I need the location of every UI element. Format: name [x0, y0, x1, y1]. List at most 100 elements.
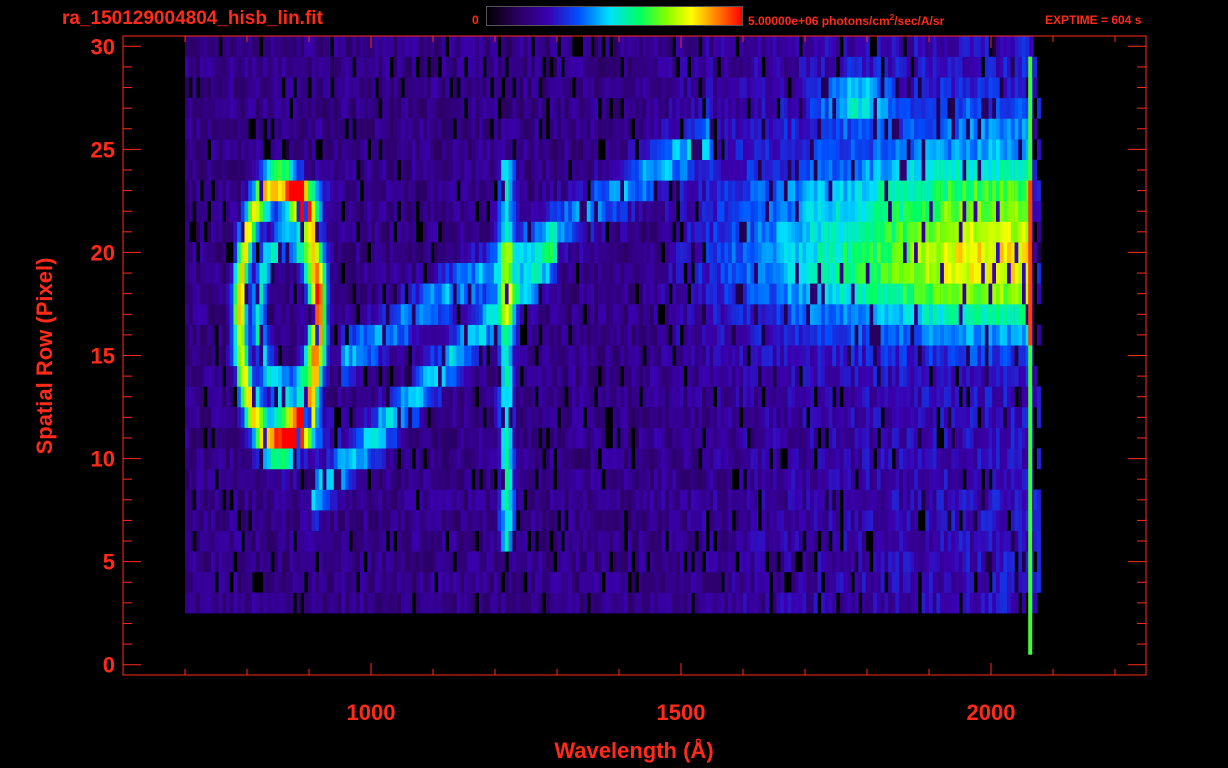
heatmap-cell [363, 221, 368, 243]
heatmap-cell [676, 304, 681, 325]
heatmap-cell [192, 180, 197, 202]
heatmap-cell [237, 221, 242, 243]
heatmap-cell [304, 283, 309, 305]
heatmap-cell [996, 489, 1001, 511]
heatmap-cell [661, 427, 666, 449]
heatmap-cell [821, 489, 826, 511]
heatmap-cell [813, 324, 818, 346]
heatmap-cell [869, 510, 874, 532]
heatmap-cell [538, 139, 543, 161]
heatmap-cell [850, 386, 855, 408]
heatmap-cell [575, 592, 580, 614]
heatmap-cell [769, 283, 774, 305]
heatmap-cell [467, 345, 472, 367]
heatmap-cell [780, 242, 785, 264]
heatmap-cell [836, 365, 841, 387]
heatmap-cell [560, 180, 565, 202]
heatmap-cell [326, 180, 331, 202]
heatmap-cell [780, 510, 785, 532]
heatmap-cell [694, 571, 699, 593]
heatmap-cell [943, 386, 948, 408]
heatmap-cell [534, 448, 539, 470]
heatmap-cell [594, 242, 599, 264]
heatmap-cell [337, 571, 342, 593]
heatmap-cell [229, 159, 234, 181]
heatmap-cell [597, 180, 602, 202]
heatmap-cell [917, 345, 922, 367]
heatmap-cell [419, 551, 424, 573]
heatmap-cell [549, 304, 554, 325]
heatmap-cell [367, 262, 372, 284]
heatmap-cell [683, 139, 688, 161]
heatmap-cell [255, 407, 260, 428]
heatmap-cell [568, 200, 573, 222]
heatmap-cell [363, 510, 368, 532]
heatmap-cell [568, 551, 573, 573]
heatmap-cell [464, 221, 469, 243]
heatmap-cell [337, 283, 342, 305]
heatmap-cell [1022, 180, 1027, 202]
heatmap-cell [612, 448, 617, 470]
heatmap-cell [780, 551, 785, 573]
heatmap-cell [512, 345, 517, 367]
heatmap-cell [884, 200, 889, 222]
heatmap-cell [1003, 365, 1008, 387]
heatmap-cell [549, 571, 554, 593]
heatmap-cell [761, 468, 766, 490]
heatmap-cell [203, 304, 208, 325]
heatmap-cell [359, 407, 364, 428]
heatmap-cell [512, 242, 517, 264]
heatmap-cell [661, 530, 666, 552]
heatmap-cell [333, 180, 338, 202]
heatmap-cell [564, 242, 569, 264]
heatmap-cell [378, 200, 383, 222]
heatmap-cell [891, 592, 896, 614]
heatmap-cell [1014, 283, 1019, 305]
heatmap-cell [419, 530, 424, 552]
heatmap-cell [713, 180, 718, 202]
heatmap-cell [568, 468, 573, 490]
heatmap-cell [847, 221, 852, 243]
heatmap-cell [757, 324, 762, 346]
heatmap-cell [702, 510, 707, 532]
heatmap-cell [984, 386, 989, 408]
heatmap-cell [404, 180, 409, 202]
heatmap-cell [304, 427, 309, 449]
heatmap-cell [571, 530, 576, 552]
heatmap-cell [705, 283, 710, 305]
heatmap-cell [471, 159, 476, 181]
heatmap-cell [817, 139, 822, 161]
heatmap-cell [731, 345, 736, 367]
heatmap-cell [687, 551, 692, 573]
heatmap-cell [679, 510, 684, 532]
heatmap-cell [389, 407, 394, 428]
heatmap-cell [720, 592, 725, 614]
heatmap-cell [196, 200, 201, 222]
heatmap-cell [222, 448, 227, 470]
heatmap-cell [880, 448, 885, 470]
heatmap-cell [709, 571, 714, 593]
heatmap-cell [735, 427, 740, 449]
heatmap-cell [757, 571, 762, 593]
heatmap-cell [984, 283, 989, 305]
heatmap-cell [270, 304, 275, 325]
heatmap-cell [549, 242, 554, 264]
heatmap-cell [668, 304, 673, 325]
heatmap-cell [884, 489, 889, 511]
heatmap-cell [553, 139, 558, 161]
heatmap-cell [486, 304, 491, 325]
heatmap-cell [352, 592, 357, 614]
heatmap-cell [211, 530, 216, 552]
heatmap-cell [966, 324, 971, 346]
heatmap-cell [330, 365, 335, 387]
heatmap-cell [393, 551, 398, 573]
heatmap-cell [419, 324, 424, 346]
heatmap-cell [903, 262, 908, 284]
heatmap-cell [1003, 571, 1008, 593]
heatmap-cell [638, 489, 643, 511]
heatmap-cell [921, 242, 926, 264]
heatmap-cell [289, 407, 294, 428]
heatmap-cell [1003, 221, 1008, 243]
heatmap-cell [586, 571, 591, 593]
heatmap-cell [836, 200, 841, 222]
